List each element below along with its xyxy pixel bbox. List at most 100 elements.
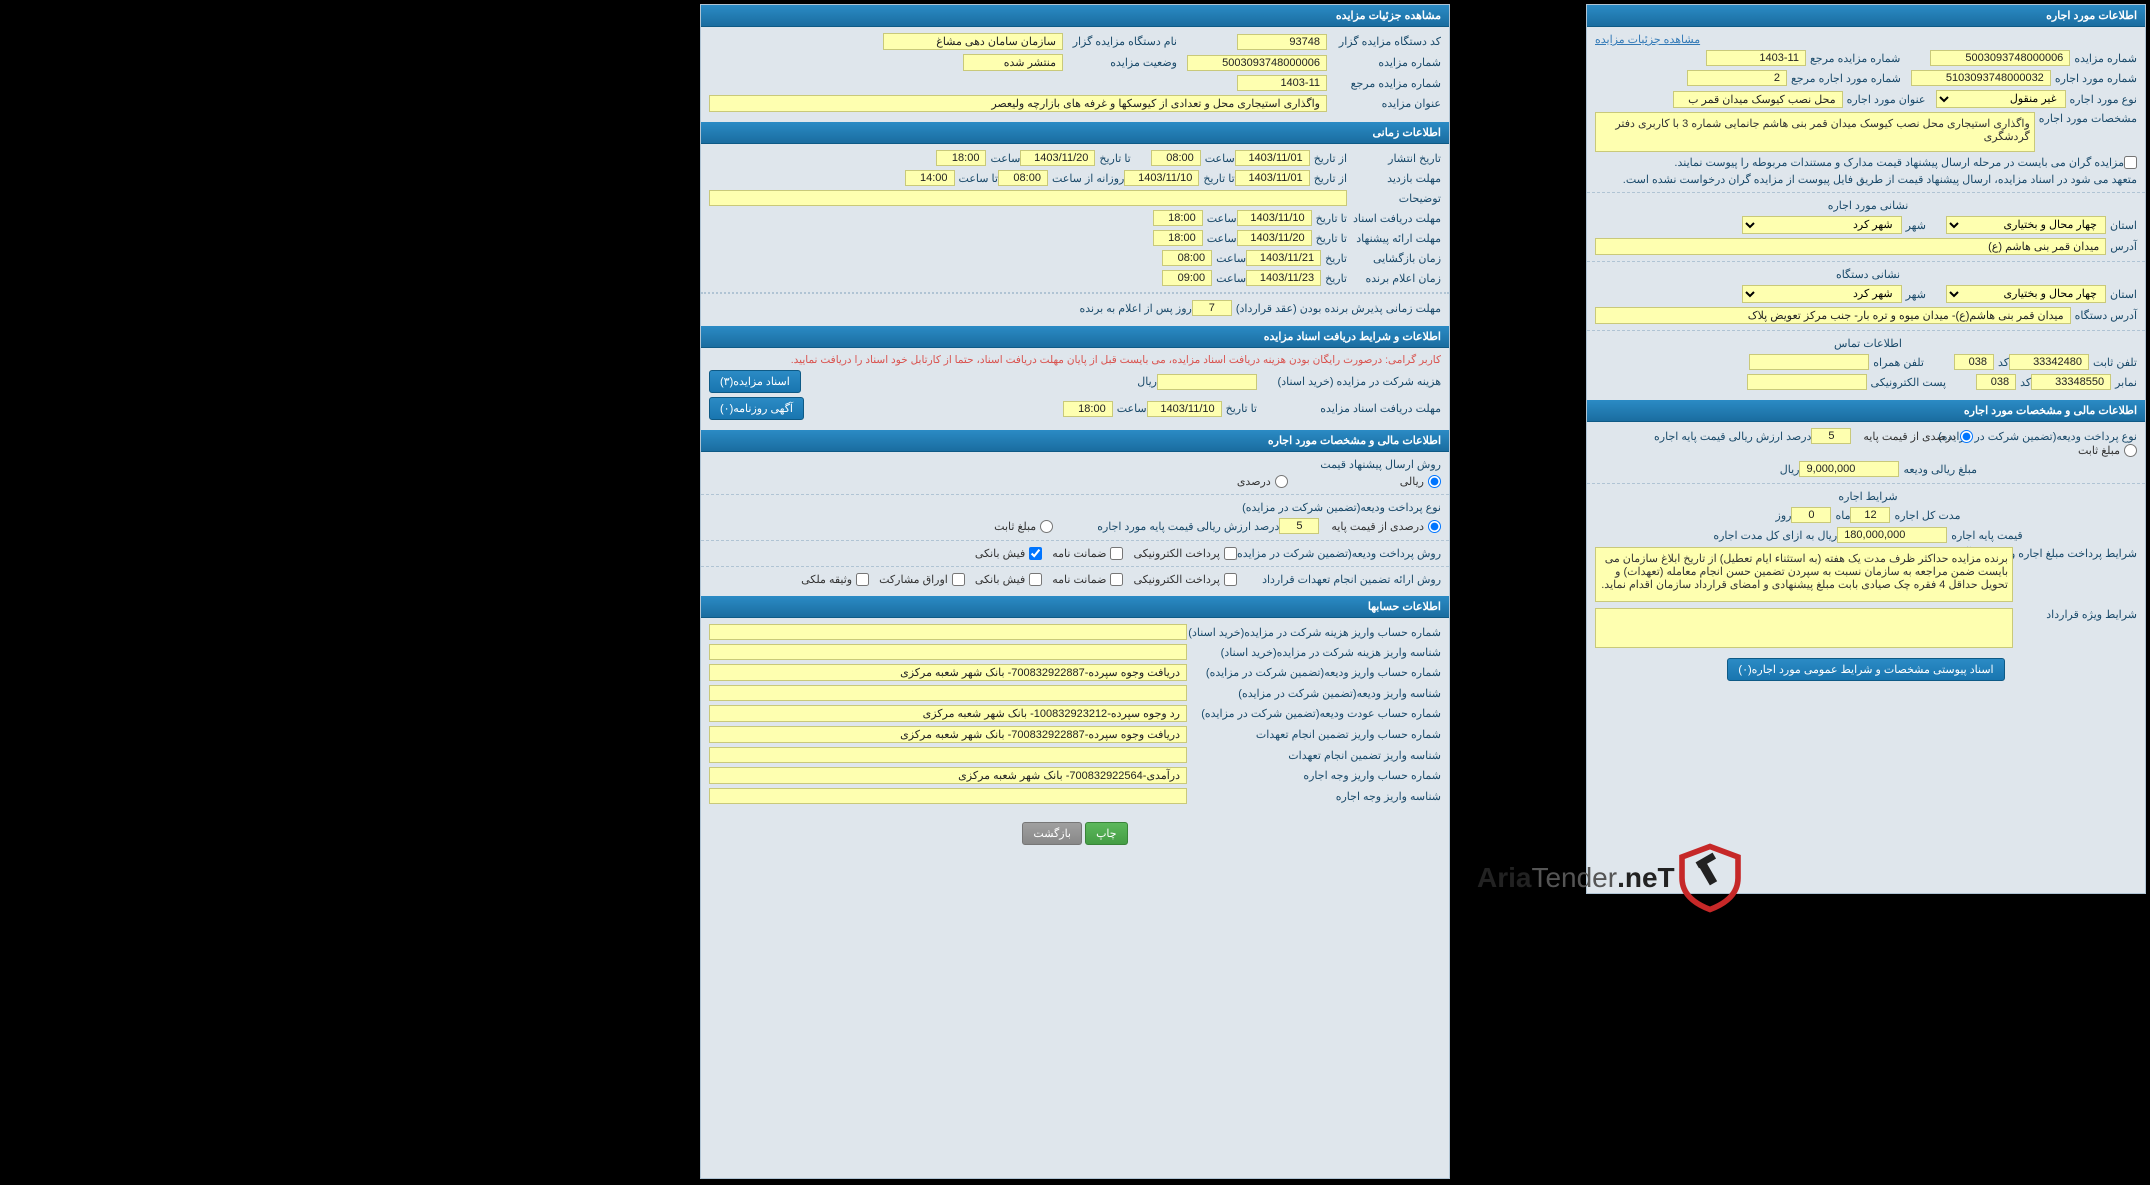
status: منتشر شده	[963, 54, 1063, 71]
rial-radio[interactable]	[1428, 475, 1441, 488]
code: 93748	[1237, 34, 1327, 50]
lease-type-select[interactable]: غیر منقول	[1936, 90, 2066, 108]
percent-radio-opt[interactable]: درصدی	[1237, 475, 1288, 488]
contact-section: اطلاعات تماس	[1834, 337, 1902, 350]
doc-time: 18:00	[1153, 210, 1203, 226]
auction-docs-button[interactable]: اسناد مزایده(۳)	[709, 370, 801, 393]
lease-itemref-label: شماره مورد اجاره مرجع	[1791, 72, 1901, 85]
lease-info-header: اطلاعات مورد اجاره	[1587, 5, 2145, 27]
auction-view-body: کد دستگاه مزایده گزار 93748 نام دستگاه م…	[701, 27, 1449, 122]
auction-title: واگذاری استیجاری محل و تعدادی از کیوسکها…	[709, 95, 1327, 112]
org-label: نام دستگاه مزایده گزار	[1067, 35, 1177, 48]
paymethod-label: روش پرداخت ودیعه(تضمین شرکت در مزایده)	[1241, 547, 1441, 560]
a2-label: شناسه واریز هزینه شرکت در مزایده(خرید اس…	[1191, 646, 1441, 659]
desc	[709, 190, 1347, 206]
g5-cb[interactable]	[856, 573, 869, 586]
province-select[interactable]: چهار محال و بختیاری	[1946, 216, 2106, 234]
addr: میدان قمر بنی هاشم (ع)	[1595, 238, 2106, 255]
g2-cb[interactable]	[1110, 573, 1123, 586]
back-button[interactable]: بازگشت	[1022, 822, 1082, 845]
accept-days: 7	[1192, 300, 1232, 316]
status-label: وضعیت مزایده	[1067, 56, 1177, 69]
g1-cb[interactable]	[1224, 573, 1237, 586]
pct-suffix-r: درصد ارزش ریالی قیمت پایه مورد اجاره	[1097, 520, 1279, 533]
accept-label: مهلت زمانی پذیرش برنده بودن (عقد قرارداد…	[1236, 302, 1441, 315]
lease-financial-body: نوع پرداخت ودیعه(تضمین شرکت در مزایده) د…	[1587, 422, 2145, 691]
city-select[interactable]: شهر کرد	[1742, 216, 1902, 234]
auction-details-panel: مشاهده جزئیات مزایده کد دستگاه مزایده گز…	[700, 4, 1450, 1179]
dur-months: 12	[1850, 507, 1890, 523]
tel: 33342480	[2009, 354, 2089, 370]
dur-days: 0	[1791, 507, 1831, 523]
footer-buttons: چاپ بازگشت	[701, 814, 1449, 853]
a1	[709, 624, 1187, 640]
fixed-radio-opt[interactable]: مبلغ ثابت	[2078, 444, 2137, 457]
newspaper-ad-button[interactable]: آگهی روزنامه(۰)	[709, 397, 804, 420]
pub-to-time: 18:00	[936, 150, 986, 166]
elec-pay-opt[interactable]: پرداخت الکترونیکی	[1133, 547, 1237, 560]
fax: 33348550	[2031, 374, 2111, 390]
pct-radio[interactable]	[1960, 430, 1973, 443]
g3-opt[interactable]: فیش بانکی	[975, 573, 1042, 586]
code-label: کد دستگاه مزایده گزار	[1331, 35, 1441, 48]
lease-type-label: نوع مورد اجاره	[2070, 93, 2138, 106]
a7-label: شناسه واریز تضمین انجام تعهدات	[1191, 749, 1441, 762]
guarantee-opt[interactable]: ضمانت نامه	[1052, 547, 1123, 560]
guarantee-cb[interactable]	[1110, 547, 1123, 560]
addr-label: آدرس	[2110, 240, 2137, 253]
auction-num-label: شماره مزایده	[2074, 52, 2137, 65]
method-label: روش ارسال پیشنهاد قیمت	[1320, 458, 1441, 471]
pct-radio-opt-r[interactable]: درصدی از قیمت پایه	[1331, 520, 1441, 533]
g4-cb[interactable]	[952, 573, 965, 586]
bank-slip-opt[interactable]: فیش بانکی	[975, 547, 1042, 560]
warning-text: کاربر گرامی: درصورت رایگان بودن هزینه در…	[791, 354, 1441, 366]
pct-radio-opt[interactable]: درصدی از قیمت پایه	[1863, 430, 1973, 443]
a8-label: شماره حساب واریز وجه اجاره	[1191, 769, 1441, 782]
pct-radio-r[interactable]	[1428, 520, 1441, 533]
lease-addr-section: نشانی مورد اجاره	[1828, 199, 1909, 212]
lease-title-label: عنوان مورد اجاره	[1847, 93, 1926, 106]
elec-pay-cb[interactable]	[1224, 547, 1237, 560]
dev-province-select[interactable]: چهار محال و بختیاری	[1946, 285, 2106, 303]
rial-radio-opt[interactable]: ریالی	[1400, 475, 1441, 488]
attach-required-checkbox[interactable]	[2124, 156, 2137, 169]
pub-label: تاریخ انتشار	[1351, 152, 1441, 165]
g1-opt[interactable]: پرداخت الکترونیکی	[1133, 573, 1237, 586]
dep: 9,000,000	[1799, 461, 1899, 477]
fixed-radio[interactable]	[2124, 444, 2137, 457]
visit-to: 1403/11/10	[1124, 170, 1199, 186]
ref-num: 1403-11	[1706, 50, 1806, 66]
g3-cb[interactable]	[1029, 573, 1042, 586]
g4-opt[interactable]: اوراق مشارکت	[879, 573, 965, 586]
a1-label: شماره حساب واریز هزینه شرکت در مزایده(خر…	[1191, 626, 1441, 639]
percent-radio[interactable]	[1275, 475, 1288, 488]
fax-code: 038	[1976, 374, 2016, 390]
view-auction-link[interactable]: مشاهده جزئیات مزایده	[1595, 33, 1700, 46]
bank-slip-cb[interactable]	[1029, 547, 1042, 560]
a6: دریافت وجوه سپرده-700832922887- بانک شهر…	[709, 726, 1187, 743]
offer-time: 18:00	[1153, 230, 1203, 246]
g5-opt[interactable]: وثیقه ملکی	[801, 573, 869, 586]
lease-spec: واگذاری استیجاری محل نصب کیوسک میدان قمر…	[1595, 112, 2035, 152]
tel-code: 038	[1954, 354, 1994, 370]
lease-spec-label: مشخصات مورد اجاره	[2039, 112, 2137, 125]
pct: 5	[1811, 428, 1851, 444]
accounts-header: اطلاعات حسابها	[701, 596, 1449, 618]
shield-hammer-icon	[1675, 843, 1745, 913]
pct-suffix: درصد ارزش ریالی قیمت پایه اجاره	[1654, 430, 1811, 443]
financial-body: روش ارسال پیشنهاد قیمت ریالی درصدی نوع پ…	[701, 452, 1449, 596]
dur-m-unit: ماه	[1835, 509, 1850, 522]
fax-code-label: کد	[2020, 376, 2031, 389]
fixed-radio-opt-r[interactable]: مبلغ ثابت	[994, 520, 1053, 533]
base: 180,000,000	[1837, 527, 1947, 543]
cost-label: هزینه شرکت در مزایده (خرید اسناد)	[1261, 375, 1441, 388]
g2-opt[interactable]: ضمانت نامه	[1052, 573, 1123, 586]
print-button[interactable]: چاپ	[1085, 822, 1128, 845]
a4	[709, 685, 1187, 701]
visit-from: 1403/11/01	[1235, 170, 1310, 186]
a3-label: شماره حساب واریز ودیعه(تضمین شرکت در مزا…	[1191, 666, 1441, 679]
prov-label: استان	[2110, 219, 2137, 232]
attachments-button[interactable]: اسناد پیوستی مشخصات و شرایط عمومی مورد ا…	[1727, 658, 2004, 681]
dev-city-select[interactable]: شهر کرد	[1742, 285, 1902, 303]
fixed-radio-r[interactable]	[1040, 520, 1053, 533]
